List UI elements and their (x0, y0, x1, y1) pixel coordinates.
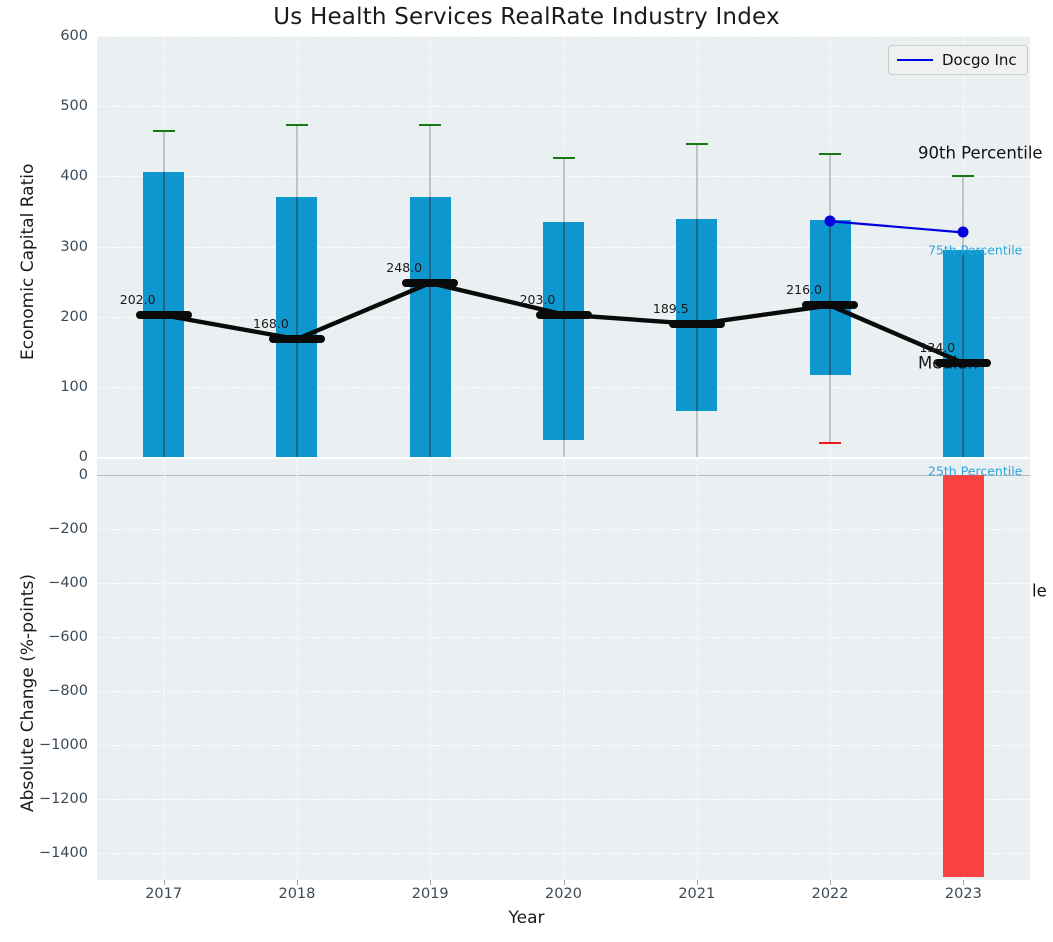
gridline-vertical (830, 459, 831, 880)
percentile-annotation: 25th Percentile (928, 464, 1022, 479)
x-tick-mark (697, 880, 698, 885)
x-tick-mark (430, 880, 431, 885)
absolute-change-bar[interactable] (943, 475, 984, 877)
whisker-cap-high (952, 175, 974, 177)
gridline-vertical (697, 459, 698, 880)
legend-label: Docgo Inc (942, 51, 1017, 69)
median-marker[interactable] (935, 359, 991, 367)
percentile-annotation: 75th Percentile (928, 243, 1022, 258)
percentile-annotation: 90th Percentile (918, 144, 1043, 163)
company-data-point[interactable] (825, 216, 836, 227)
x-tick-label: 2020 (524, 886, 604, 902)
whisker-line-overlay (563, 222, 564, 440)
whisker-line-overlay (430, 197, 431, 457)
x-tick-label: 2017 (124, 886, 204, 902)
y-tick-label: 400 (0, 168, 88, 184)
x-tick-label: 2019 (390, 886, 470, 902)
median-marker[interactable] (536, 311, 592, 319)
x-tick-mark (564, 880, 565, 885)
whisker-cap-high (686, 143, 708, 145)
median-value-label: 248.0 (386, 260, 422, 275)
y-tick-label: −600 (0, 629, 88, 645)
x-tick-label: 2023 (923, 886, 1003, 902)
median-marker[interactable] (402, 279, 458, 287)
whisker-cap-high (419, 124, 441, 126)
company-data-point[interactable] (958, 227, 969, 238)
y-tick-label: −1000 (0, 737, 88, 753)
whisker-line-overlay (296, 197, 297, 457)
chart-title: Us Health Services RealRate Industry Ind… (0, 4, 1053, 30)
y-tick-label: −1400 (0, 845, 88, 861)
lower-plot-clip (97, 459, 1030, 880)
gridline-vertical (164, 459, 165, 880)
x-tick-mark (830, 880, 831, 885)
whisker-line-overlay (830, 220, 831, 375)
x-tick-label: 2021 (657, 886, 737, 902)
y-tick-label: −400 (0, 575, 88, 591)
lower-plot-panel (97, 459, 1030, 880)
median-value-label: 134.0 (919, 340, 955, 355)
x-tick-label: 2022 (790, 886, 870, 902)
chart-figure: Us Health Services RealRate Industry Ind… (0, 0, 1053, 942)
median-value-label: 203.0 (520, 292, 556, 307)
median-marker[interactable] (136, 311, 192, 319)
y-tick-label: −200 (0, 521, 88, 537)
whisker-line-overlay (696, 219, 697, 411)
y-tick-label: 500 (0, 98, 88, 114)
x-tick-mark (164, 880, 165, 885)
median-marker[interactable] (269, 335, 325, 343)
median-marker[interactable] (669, 320, 725, 328)
legend-line-icon (897, 59, 933, 61)
y-tick-label: −800 (0, 683, 88, 699)
upper-y-axis-label: Economic Capital Ratio (18, 164, 38, 360)
y-tick-label: 0 (0, 449, 88, 465)
y-tick-label: 600 (0, 28, 88, 44)
median-value-label: 216.0 (786, 282, 822, 297)
whisker-cap-high (819, 153, 841, 155)
gridline-vertical (564, 459, 565, 880)
x-tick-mark (297, 880, 298, 885)
median-value-label: 168.0 (253, 316, 289, 331)
y-tick-label: −1200 (0, 791, 88, 807)
y-tick-label: 100 (0, 379, 88, 395)
whisker-cap-high (286, 124, 308, 126)
upper-plot-panel (97, 36, 1030, 457)
percentile-annotation: le (1032, 582, 1047, 601)
median-value-label: 189.5 (653, 301, 689, 316)
legend[interactable]: Docgo Inc (888, 45, 1028, 75)
x-tick-label: 2018 (257, 886, 337, 902)
whisker-cap-low (819, 442, 841, 444)
median-marker[interactable] (802, 301, 858, 309)
y-tick-label: 200 (0, 309, 88, 325)
y-tick-label: 300 (0, 239, 88, 255)
x-axis-label: Year (0, 908, 1053, 928)
median-value-label: 202.0 (120, 292, 156, 307)
whisker-cap-high (153, 130, 175, 132)
whisker-cap-high (553, 157, 575, 159)
y-tick-label: 0 (0, 467, 88, 483)
x-tick-mark (963, 880, 964, 885)
upper-plot-clip (97, 36, 1030, 457)
gridline-vertical (297, 459, 298, 880)
gridline-vertical (430, 459, 431, 880)
